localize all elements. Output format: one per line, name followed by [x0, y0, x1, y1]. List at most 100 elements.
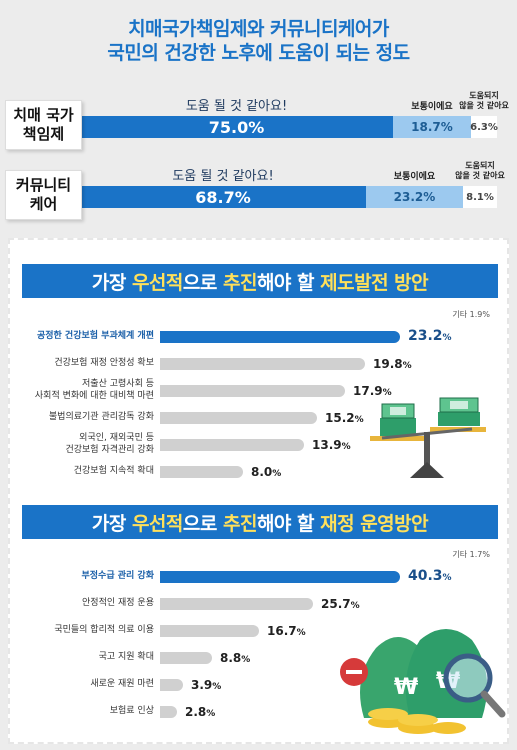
banner-text-part: 가장: [91, 512, 132, 535]
stacked-segment-caption: 도움되지 않을 것 같아요: [459, 91, 509, 110]
bar-label: 저출산 고령사회 등 사회적 변화에 대한 대비책 마련: [34, 379, 154, 401]
stacked-segment: 18.7%: [393, 116, 471, 138]
bar-value-percent: %: [212, 682, 222, 692]
bar-label: 보험료 인상: [109, 706, 154, 716]
coin-stack: [368, 708, 466, 734]
stacked-segment: 23.2%: [366, 186, 463, 208]
etc-note-policy: 기타 1.9%: [452, 310, 490, 319]
bar-value-percent: %: [382, 388, 392, 398]
bar-value: 8.8%: [220, 651, 250, 665]
bar-label: 국민들의 합리적 의료 이용: [54, 625, 154, 635]
stacked-segment: 75.0%: [80, 116, 393, 138]
bar-value: 23.2%: [408, 328, 452, 344]
bar: [160, 439, 304, 451]
banner-text-part: 해야 할: [256, 271, 321, 294]
bar-value-number: 25.7: [321, 597, 351, 611]
bar-value: 40.3%: [408, 568, 452, 584]
bar: [160, 466, 243, 478]
bar-value-percent: %: [272, 469, 282, 479]
bar-value-percent: %: [206, 709, 216, 719]
scale-base: [410, 462, 444, 478]
scale-illustration: [370, 397, 486, 478]
bar-value-percent: %: [350, 601, 360, 611]
bar: [160, 571, 400, 583]
stacked-segment-caption: 보통이에요: [411, 102, 453, 112]
bar: [160, 358, 365, 370]
bar: [160, 625, 259, 637]
bar: [160, 652, 212, 664]
bar-value-number: 2.8: [185, 705, 207, 719]
banner-text-part: 우선적: [131, 271, 183, 294]
bar-value-number: 23.2: [408, 328, 443, 344]
stacked-bar: 68.7% 23.2% 8.1%: [80, 186, 497, 208]
bar-value-number: 8.8: [220, 651, 242, 665]
bar-label: 공정한 건강보험 부과체계 개편: [36, 331, 154, 341]
page-title-line2: 국민의 건강한 노후에 도움이 되는 정도: [107, 42, 410, 64]
bar-value: 15.2%: [325, 411, 364, 425]
section-banner-finance: 가장 우선적 으로 추진 해야 할 재정 운영방안: [22, 505, 498, 539]
bar: [160, 385, 345, 397]
bar-value-number: 17.9: [353, 384, 383, 398]
banner-text-part: 우선적: [131, 512, 183, 535]
bar-label: 불법의료기관 관리감독 강화: [48, 412, 154, 422]
bar-value-number: 19.8: [373, 357, 403, 371]
bar: [160, 412, 317, 424]
bar-value-percent: %: [241, 655, 251, 665]
bar-label: 건강보험 재정 안정성 확보: [54, 358, 154, 368]
bar-label: 건강보험 지속적 확대: [73, 466, 154, 476]
stacked-segment: 6.3%: [470, 116, 498, 138]
banner-text-part: 재정 운영방안: [320, 512, 429, 535]
bar-value: 17.9%: [353, 384, 392, 398]
scale-pan-left: [370, 436, 424, 441]
stacked-row-label: 커뮤니티 케어: [5, 170, 82, 220]
bar-value-number: 8.0: [251, 465, 273, 479]
bar-value-number: 15.2: [325, 411, 355, 425]
bar-value: 3.9%: [191, 678, 221, 692]
money-stack-left: [380, 403, 416, 436]
page-title-line1: 치매국가책임제와 커뮤니티케어가: [128, 18, 389, 40]
bar-value-percent: %: [442, 573, 452, 583]
money-stack-right: [438, 397, 480, 426]
stacked-row-label: 치매 국가 책임제: [5, 100, 82, 150]
bar-value: 2.8%: [185, 705, 215, 719]
bar-value-percent: %: [341, 442, 351, 452]
bar-value-number: 13.9: [312, 438, 342, 452]
bar-label: 안정적인 재정 운용: [82, 598, 154, 608]
section-banner-policy: 가장 우선적 으로 추진 해야 할 제도발전 방안: [22, 264, 498, 298]
stacked-bar: 75.0% 18.7% 6.3%: [80, 116, 498, 138]
bar-label: 외국인, 재외국민 등 건강보험 자격관리 강화: [65, 433, 154, 455]
bar: [160, 706, 177, 718]
bar-value: 8.0%: [251, 465, 281, 479]
banner-text-part: 가장: [91, 271, 132, 294]
stacked-segment: 68.7%: [80, 186, 366, 208]
bar-value-number: 16.7: [267, 624, 297, 638]
banner-text-part: 제도발전 방안: [320, 271, 429, 294]
won-sign-left: ₩: [394, 675, 418, 700]
stacked-segment-caption: 도움 될 것 같아요!: [185, 99, 288, 114]
bar-label: 부정수급 관리 강화: [81, 571, 154, 581]
stacked-segment-caption: 도움 될 것 같아요!: [172, 169, 274, 184]
bar-value-percent: %: [442, 333, 452, 343]
scale-pillar: [424, 432, 430, 468]
bar-value-percent: %: [296, 628, 306, 638]
bar: [160, 331, 400, 343]
bar-value-percent: %: [402, 361, 412, 371]
stacked-segment: 8.1%: [463, 186, 497, 208]
bar-value-number: 3.9: [191, 678, 213, 692]
bar-value-percent: %: [354, 415, 364, 425]
bar-value: 16.7%: [267, 624, 306, 638]
magnifier-icon: [443, 653, 493, 703]
banner-text-part: 해야 할: [256, 512, 321, 535]
money-bag-illustration: ₩ ₩: [340, 629, 506, 734]
banner-text-part: 추진: [222, 271, 257, 294]
bar-label: 새로운 재원 마련: [90, 679, 154, 689]
bar-value-number: 40.3: [408, 568, 443, 584]
bar-value: 25.7%: [321, 597, 360, 611]
bar: [160, 679, 183, 691]
banner-text-part: 추진: [222, 512, 257, 535]
banner-text-part: 으로: [182, 271, 223, 294]
bar-label: 국고 지원 확대: [98, 652, 154, 662]
stacked-segment-caption: 보통이에요: [393, 172, 436, 182]
bar-value: 13.9%: [312, 438, 351, 452]
stacked-segment-caption: 도움되지 않을 것 같아요: [455, 161, 505, 180]
